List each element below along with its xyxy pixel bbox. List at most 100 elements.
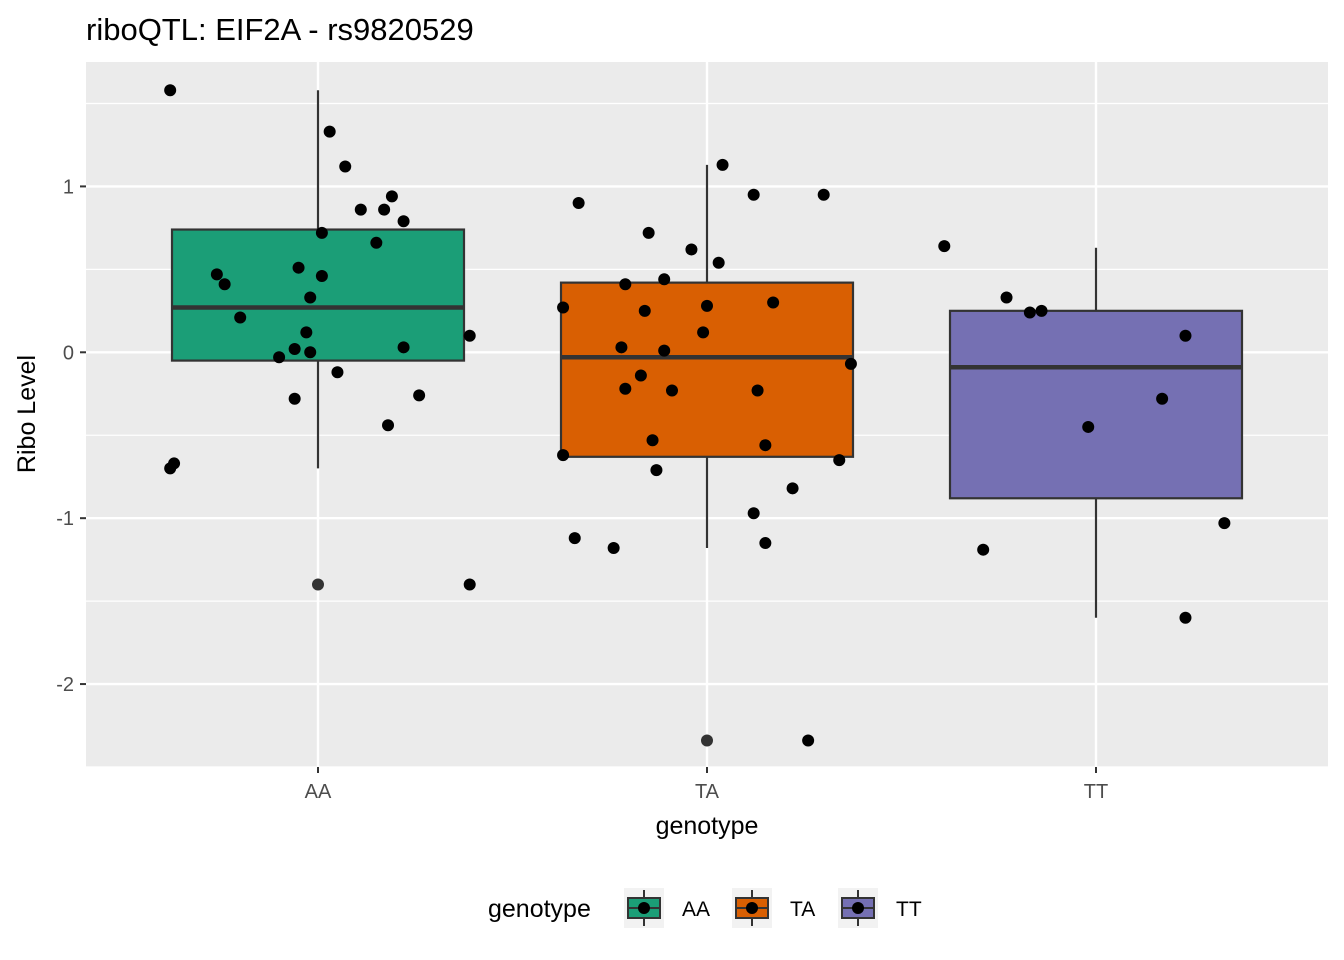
- x-tick-label: AA: [305, 781, 332, 803]
- legend-item-ta: TA: [732, 888, 815, 928]
- data-point-ta: [759, 537, 772, 550]
- data-point-ta: [658, 344, 671, 357]
- data-point-ta: [751, 384, 764, 397]
- data-point-ta: [685, 243, 698, 256]
- legend-label: AA: [682, 898, 710, 921]
- axis-layer: -2 -1 0 1 AA TA TT: [56, 176, 1108, 803]
- data-point-aa: [339, 160, 352, 173]
- data-point-aa: [288, 392, 301, 405]
- data-point-aa: [288, 342, 301, 355]
- data-point-tt: [1218, 517, 1231, 530]
- data-point-aa: [292, 261, 305, 274]
- legend-item-aa: AA: [624, 888, 710, 928]
- x-tick-label: TT: [1084, 781, 1108, 803]
- y-tick-label: -1: [56, 508, 74, 530]
- data-point-aa: [234, 311, 247, 324]
- data-point-ta: [650, 464, 663, 477]
- legend: genotype AA TA TT: [488, 888, 922, 928]
- data-point-ta: [747, 188, 760, 201]
- data-point-aa: [304, 346, 317, 359]
- chart-title: riboQTL: EIF2A - rs9820529: [86, 12, 474, 47]
- data-point-aa: [300, 326, 313, 339]
- y-tick-label: 0: [63, 342, 74, 364]
- legend-key-point: [852, 902, 864, 914]
- data-point-ta: [568, 532, 581, 545]
- data-point-aa: [413, 389, 426, 402]
- data-point-ta: [557, 449, 570, 462]
- data-point-ta: [747, 507, 760, 520]
- box-layer: [170, 90, 1244, 747]
- data-point-ta: [607, 542, 620, 555]
- data-point-aa: [273, 351, 286, 364]
- data-point-ta: [833, 454, 846, 467]
- box-aa: [170, 90, 466, 591]
- data-point-aa: [323, 125, 336, 138]
- data-point-aa: [382, 419, 395, 432]
- legend-key-point: [746, 902, 758, 914]
- data-point-ta: [716, 158, 729, 171]
- data-point-ta: [658, 273, 671, 286]
- data-point-ta: [701, 299, 713, 312]
- box-iqr: [948, 309, 1244, 500]
- data-point-ta: [572, 197, 585, 209]
- data-point-ta: [817, 188, 830, 201]
- legend-item-tt: TT: [838, 888, 922, 928]
- data-point-ta: [615, 341, 628, 354]
- y-tick-label: -2: [56, 674, 74, 696]
- data-point-ta: [619, 278, 632, 291]
- data-point-tt: [1082, 420, 1095, 433]
- data-point-aa: [378, 203, 391, 216]
- data-point-aa: [354, 203, 367, 216]
- legend-label: TT: [896, 898, 922, 921]
- x-tick-label: TA: [695, 781, 720, 803]
- data-point-tt: [1179, 611, 1192, 624]
- point-layer: [164, 84, 1231, 747]
- data-point-aa: [164, 462, 177, 475]
- box-iqr: [170, 228, 466, 362]
- data-point-aa: [218, 278, 231, 291]
- data-point-ta: [844, 357, 857, 370]
- data-point-ta: [802, 734, 815, 747]
- data-point-ta: [712, 256, 725, 269]
- x-axis-title: genotype: [656, 812, 759, 840]
- data-point-ta: [697, 326, 710, 339]
- y-axis-title: Ribo Level: [13, 355, 41, 473]
- data-point-aa: [397, 215, 410, 228]
- data-point-tt: [938, 240, 951, 253]
- data-point-ta: [665, 384, 678, 397]
- data-point-tt: [1023, 306, 1036, 319]
- data-point-aa: [370, 236, 383, 249]
- legend-title: genotype: [488, 895, 591, 923]
- legend-key-point: [638, 902, 650, 914]
- data-point-aa: [331, 366, 344, 379]
- box-tt: [948, 247, 1244, 618]
- data-point-ta: [619, 382, 632, 395]
- y-tick-label: 1: [63, 176, 74, 198]
- data-point-aa: [304, 291, 317, 304]
- data-point-aa: [315, 269, 328, 282]
- data-point-tt: [1035, 304, 1048, 317]
- data-point-tt: [977, 543, 990, 556]
- data-point-aa: [315, 226, 328, 239]
- data-point-aa: [463, 578, 476, 591]
- data-point-tt: [1000, 291, 1013, 304]
- outlier-point: [701, 734, 713, 747]
- data-point-ta: [642, 226, 655, 239]
- data-point-aa: [164, 84, 177, 97]
- legend-label: TA: [790, 898, 815, 921]
- data-point-tt: [1179, 329, 1192, 342]
- data-point-ta: [759, 439, 772, 452]
- data-point-ta: [786, 482, 799, 495]
- data-point-ta: [646, 434, 659, 447]
- data-point-aa: [385, 190, 398, 203]
- data-point-ta: [638, 304, 651, 317]
- data-point-aa: [210, 268, 223, 281]
- outlier-point: [312, 578, 324, 591]
- data-point-aa: [463, 329, 476, 342]
- data-point-ta: [557, 301, 570, 314]
- data-point-ta: [634, 369, 647, 382]
- data-point-tt: [1156, 392, 1169, 405]
- data-point-ta: [767, 296, 780, 309]
- data-point-aa: [397, 341, 410, 354]
